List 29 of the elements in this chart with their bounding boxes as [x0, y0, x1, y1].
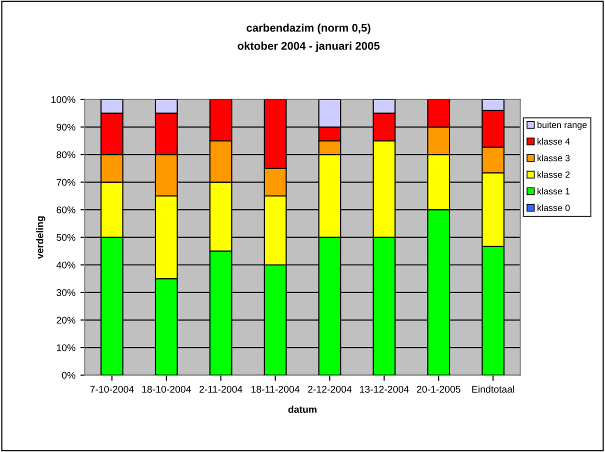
chart-title: carbendazim (norm 0,5): [246, 24, 370, 34]
y-tick-label: 30%: [56, 289, 76, 296]
legend-label: klasse 1: [538, 188, 570, 194]
y-tick-label: 90%: [56, 124, 76, 131]
x-tick-label: 2-11-2004: [200, 386, 242, 393]
x-tick-label: 18-10-2004: [142, 386, 191, 393]
y-tick-label: 60%: [56, 206, 76, 214]
x-tick-label: 7-10-2004: [90, 386, 134, 393]
legend-label: klasse 3: [538, 154, 570, 162]
y-tick-label: 70%: [56, 178, 76, 186]
x-axis-title: datum: [288, 406, 316, 413]
x-tick-label: 2-12-2004: [308, 386, 352, 393]
y-tick-label: 40%: [56, 262, 76, 268]
legend-label: klasse 4: [538, 138, 570, 145]
x-tick-label: 13-12-2004: [360, 386, 409, 393]
y-tick-label: 20%: [56, 316, 76, 324]
y-tick-label: 50%: [56, 234, 76, 241]
x-tick-label: Eindtotaal: [472, 386, 514, 393]
legend-label: klasse 0: [538, 204, 570, 212]
chart-subtitle: oktober 2004 - januari 2005: [238, 42, 380, 52]
legend-label: buiten range: [538, 121, 587, 130]
y-tick-label: 100%: [52, 96, 76, 104]
legend-label: klasse 2: [538, 171, 570, 178]
x-tick-label: 20-1-2005: [416, 386, 460, 393]
y-tick-label: 10%: [56, 344, 76, 352]
y-tick-label: 0%: [62, 372, 76, 379]
y-tick-label: 80%: [56, 151, 76, 158]
x-tick-label: 18-11-2004: [252, 386, 300, 393]
y-axis-title: verdeling: [36, 216, 46, 259]
